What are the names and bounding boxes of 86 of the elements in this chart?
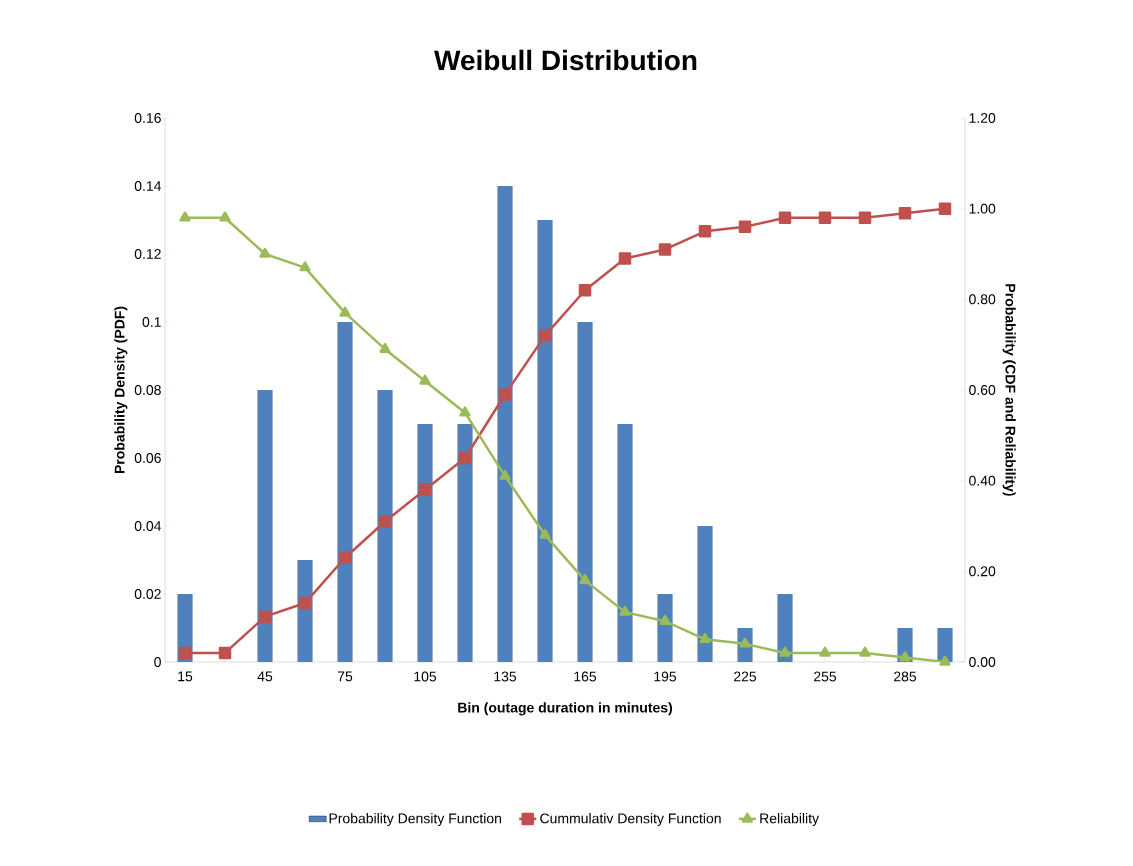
legend-label: Probability Density Function: [329, 813, 502, 827]
y2-tick-label: 0.20: [969, 566, 996, 577]
point: [459, 406, 471, 417]
bar: [337, 321, 353, 662]
point: [779, 646, 791, 657]
x-tick-label: 45: [257, 671, 273, 682]
point: [579, 574, 591, 585]
point: [178, 646, 192, 660]
bar: [937, 627, 953, 662]
point: [298, 596, 312, 610]
point: [898, 206, 912, 220]
point: [179, 211, 191, 222]
bar: [377, 389, 393, 662]
point: [339, 306, 351, 317]
x-axis-title: Bin (outage duration in minutes): [458, 702, 673, 716]
y-tick-label: 0.16: [134, 113, 161, 123]
point: [419, 374, 431, 385]
point: [538, 329, 552, 342]
point: [819, 646, 831, 657]
point: [699, 633, 711, 644]
y-tick-label: 0.14: [134, 181, 162, 191]
x-tick-label: 15: [178, 671, 193, 682]
point: [218, 646, 232, 660]
point: [939, 655, 951, 666]
point: [258, 610, 272, 623]
x-tick-label: 105: [414, 671, 437, 682]
y2-axis-title: Probability (CDF and Reliability): [1002, 284, 1016, 496]
y2-tick-label: 1.00: [969, 203, 996, 214]
bar: [697, 525, 713, 662]
y2-tick-label: 0.80: [969, 294, 996, 305]
bar: [617, 423, 633, 662]
y-tick-label: 0.08: [134, 385, 161, 395]
x-tick-label: 225: [734, 671, 757, 682]
bar: [417, 423, 433, 662]
y-tick-label: 0.04: [134, 521, 162, 531]
point: [219, 211, 231, 222]
point: [458, 451, 472, 465]
point: [498, 388, 512, 401]
y-tick-label: 0.02: [134, 589, 161, 599]
y-tick-label: 0.06: [134, 453, 161, 463]
point: [259, 247, 271, 258]
point: [778, 211, 792, 224]
x-tick-label: 285: [894, 671, 917, 682]
bar: [537, 219, 553, 662]
point: [338, 551, 352, 564]
y2-tick-label: 0.00: [969, 657, 996, 667]
bar: [777, 593, 793, 662]
point: [899, 651, 911, 662]
y-tick-label: 0: [154, 657, 161, 667]
x-tick-label: 135: [494, 671, 517, 682]
point: [499, 469, 511, 480]
point: [659, 614, 671, 625]
point: [619, 605, 631, 616]
bar: [577, 321, 593, 662]
bar: [297, 559, 313, 662]
legend-label: Reliability: [760, 813, 820, 827]
x-tick-label: 255: [814, 671, 837, 682]
point: [418, 483, 432, 496]
point: [938, 202, 952, 215]
point: [379, 342, 391, 353]
point: [818, 211, 832, 224]
point: [859, 646, 871, 657]
chart-title: Weibull Distribution: [434, 49, 697, 71]
point: [658, 243, 672, 256]
y2-tick-label: 0.40: [969, 475, 996, 486]
y-axis-title: Probability Density (PDF): [114, 306, 128, 474]
point: [738, 220, 752, 234]
x-tick-label: 75: [337, 671, 353, 682]
bar: [457, 423, 473, 662]
bar: [257, 389, 273, 662]
y-tick-label: 0.12: [134, 249, 161, 259]
legend-label: Cummulativ Density Function: [540, 813, 721, 827]
point: [539, 528, 551, 539]
bar: [657, 593, 673, 662]
y2-tick-label: 1.20: [969, 113, 996, 123]
point: [618, 252, 632, 265]
point: [299, 261, 311, 272]
point: [858, 211, 872, 224]
point: [578, 284, 592, 297]
bar: [497, 185, 513, 662]
x-tick-label: 165: [574, 671, 597, 682]
point: [698, 225, 712, 238]
x-tick-label: 195: [654, 671, 677, 682]
y-tick-label: 0.1: [142, 317, 161, 327]
y2-tick-label: 0.60: [969, 385, 996, 395]
point: [378, 515, 392, 528]
